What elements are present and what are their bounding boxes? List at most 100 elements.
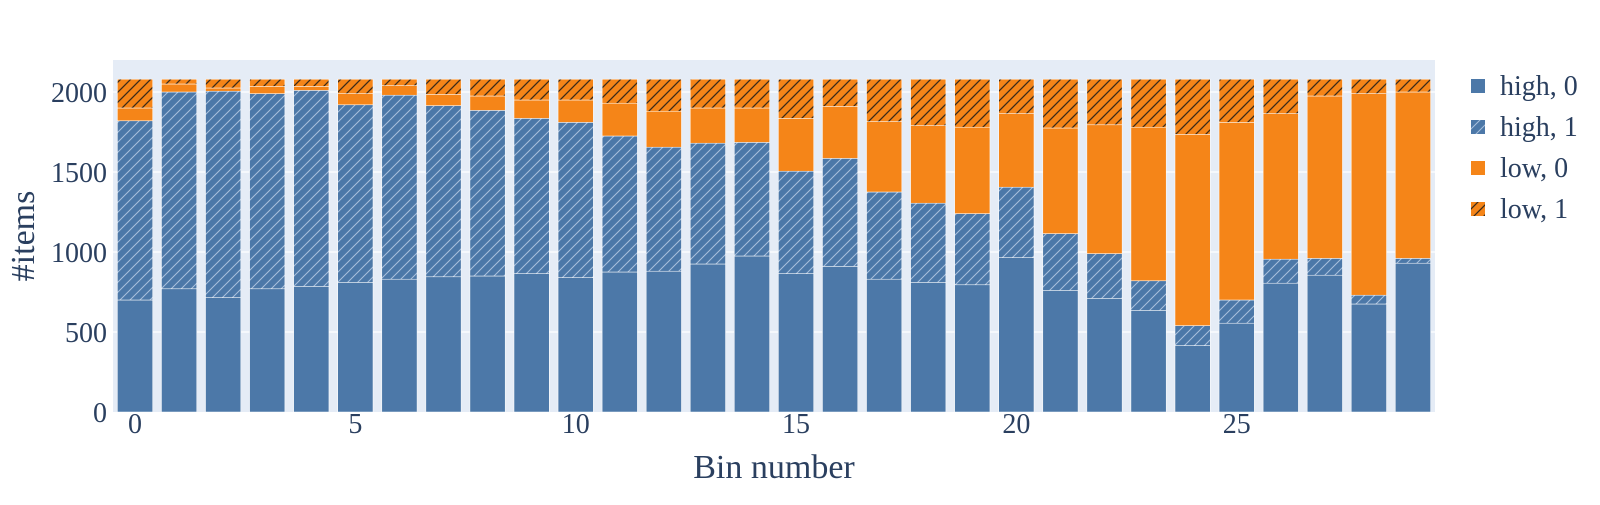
y-tick-label: 1000	[51, 238, 107, 269]
bar-high-1-bin-6	[381, 94, 418, 280]
bar-low-1-bin-16	[822, 78, 858, 107]
bar-low-1-bin-9	[513, 78, 550, 101]
bar-high-0-bin-6	[381, 278, 418, 413]
bar-high-0-bin-10	[557, 277, 594, 413]
x-tick-label: 15	[782, 409, 810, 440]
bar-high-1-bin-11	[601, 135, 638, 273]
bar-high-1-bin-17	[866, 191, 903, 280]
bar-low-1-bin-12	[645, 78, 682, 112]
bar-high-1-bin-29	[1395, 258, 1431, 264]
bar-high-1-bin-23	[1130, 280, 1167, 311]
bar-high-1-bin-18	[910, 202, 947, 283]
bar-low-0-bin-18	[910, 125, 947, 204]
bar-low-0-bin-20	[998, 113, 1035, 188]
bar-high-0-bin-23	[1130, 310, 1167, 413]
bar-low-0-bin-28	[1351, 93, 1387, 296]
bar-low-0-bin-22	[1086, 124, 1123, 254]
bar-high-0-bin-28	[1351, 303, 1387, 413]
bar-low-1-bin-24	[1174, 78, 1211, 135]
bar-low-1-bin-4	[293, 78, 330, 87]
bar-low-1-bin-0	[117, 78, 153, 109]
y-axis-ticks: 0 500 1000 1500 2000	[51, 78, 107, 429]
bar-high-1-bin-8	[469, 110, 506, 277]
legend-label-high-1: high, 1	[1500, 112, 1578, 143]
bar-low-0-bin-24	[1174, 134, 1211, 326]
bar-low-1-bin-27	[1306, 78, 1343, 97]
bar-low-0-bin-1	[161, 83, 197, 93]
bar-low-0-bin-0	[117, 107, 153, 122]
bar-low-1-bin-1	[161, 78, 197, 85]
bar-low-0-bin-6	[381, 85, 418, 96]
y-tick-label: 1500	[51, 158, 107, 189]
bar-high-1-bin-15	[778, 170, 814, 274]
bar-low-1-bin-23	[1130, 78, 1167, 128]
bar-low-0-bin-15	[778, 118, 814, 172]
x-tick-label: 20	[1002, 409, 1030, 440]
bar-high-1-bin-10	[557, 122, 594, 278]
x-tick-label: 10	[562, 409, 590, 440]
y-tick-label: 500	[65, 318, 107, 349]
bar-low-1-bin-3	[249, 78, 286, 87]
bar-high-0-bin-17	[866, 278, 903, 413]
bar-high-1-bin-5	[337, 104, 374, 283]
bar-low-0-bin-29	[1395, 91, 1431, 259]
bar-low-0-bin-12	[645, 110, 682, 148]
bar-low-0-bin-26	[1262, 113, 1299, 260]
bar-high-0-bin-22	[1086, 298, 1123, 413]
legend-swatch-low-1	[1471, 202, 1485, 216]
bar-high-0-bin-29	[1395, 262, 1431, 413]
bar-high-1-bin-9	[513, 118, 550, 274]
bar-low-0-bin-17	[866, 121, 903, 193]
bar-high-0-bin-12	[645, 270, 682, 413]
bar-high-0-bin-19	[954, 284, 991, 413]
bar-high-0-bin-26	[1262, 282, 1299, 413]
bar-low-0-bin-9	[513, 99, 550, 119]
bar-low-1-bin-26	[1262, 78, 1299, 114]
bar-high-0-bin-0	[117, 299, 153, 413]
gridlines	[113, 91, 1435, 333]
bar-high-0-bin-8	[469, 275, 506, 413]
bar-low-0-bin-5	[337, 93, 374, 106]
legend-swatch-low-0	[1471, 161, 1485, 175]
bar-high-1-bin-3	[249, 93, 286, 290]
bar-high-0-bin-27	[1306, 274, 1343, 413]
bar-low-0-bin-25	[1218, 122, 1255, 301]
bar-low-1-bin-22	[1086, 78, 1123, 126]
bar-low-0-bin-27	[1306, 95, 1343, 259]
bar-low-1-bin-5	[337, 78, 374, 94]
bar-low-0-bin-23	[1130, 126, 1167, 282]
bars	[117, 78, 1431, 413]
bar-low-0-bin-13	[690, 107, 726, 144]
bar-high-1-bin-25	[1218, 299, 1255, 324]
bar-low-1-bin-21	[1042, 78, 1079, 129]
bar-low-1-bin-28	[1351, 78, 1387, 94]
bar-low-0-bin-4	[293, 86, 330, 91]
legend-label-low-1: low, 1	[1500, 194, 1568, 225]
bar-high-0-bin-25	[1218, 322, 1255, 413]
y-tick-label: 2000	[51, 78, 107, 109]
bar-high-0-bin-24	[1174, 345, 1211, 413]
x-axis-ticks: 0 5 10 15 20 25	[128, 409, 1251, 440]
bar-low-0-bin-16	[822, 106, 858, 159]
bar-low-1-bin-29	[1395, 78, 1431, 93]
bar-high-1-bin-28	[1351, 294, 1387, 305]
bar-high-0-bin-21	[1042, 290, 1079, 413]
bar-low-1-bin-6	[381, 78, 418, 86]
bar-low-0-bin-7	[425, 94, 462, 106]
bar-low-0-bin-2	[205, 87, 242, 92]
bar-low-1-bin-2	[205, 78, 242, 89]
bar-high-1-bin-24	[1174, 325, 1211, 346]
bar-high-0-bin-14	[734, 255, 770, 413]
bar-high-1-bin-4	[293, 90, 330, 287]
bar-high-1-bin-16	[822, 158, 858, 267]
bar-low-0-bin-21	[1042, 127, 1079, 234]
bar-high-0-bin-3	[249, 288, 286, 413]
bar-low-1-bin-18	[910, 78, 947, 126]
bar-high-1-bin-26	[1262, 258, 1299, 284]
bar-low-1-bin-19	[954, 78, 991, 128]
bar-high-1-bin-0	[117, 120, 153, 301]
bar-low-1-bin-15	[778, 78, 814, 119]
legend-swatch-high-1	[1471, 120, 1485, 134]
bar-high-0-bin-16	[822, 266, 858, 413]
